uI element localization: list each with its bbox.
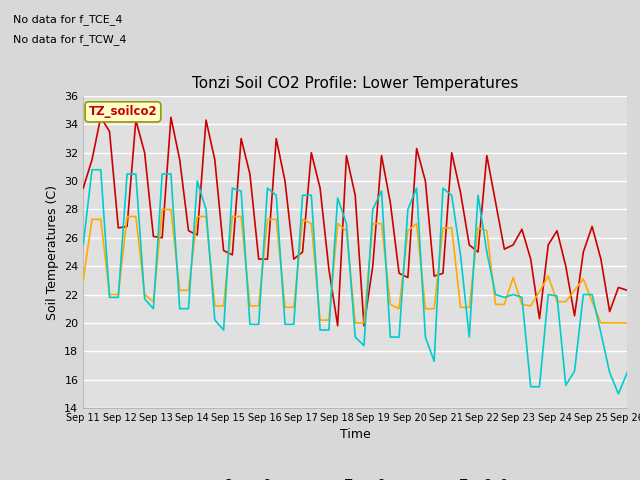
- Title: Tonzi Soil CO2 Profile: Lower Temperatures: Tonzi Soil CO2 Profile: Lower Temperatur…: [192, 76, 518, 91]
- Text: No data for f_TCW_4: No data for f_TCW_4: [13, 34, 126, 45]
- Text: No data for f_TCE_4: No data for f_TCE_4: [13, 14, 122, 25]
- Y-axis label: Soil Temperatures (C): Soil Temperatures (C): [45, 184, 58, 320]
- Text: TZ_soilco2: TZ_soilco2: [88, 106, 157, 119]
- Legend: Open -8cm, Tree -8cm, Tree2 -8cm: Open -8cm, Tree -8cm, Tree2 -8cm: [180, 473, 531, 480]
- X-axis label: Time: Time: [340, 429, 371, 442]
